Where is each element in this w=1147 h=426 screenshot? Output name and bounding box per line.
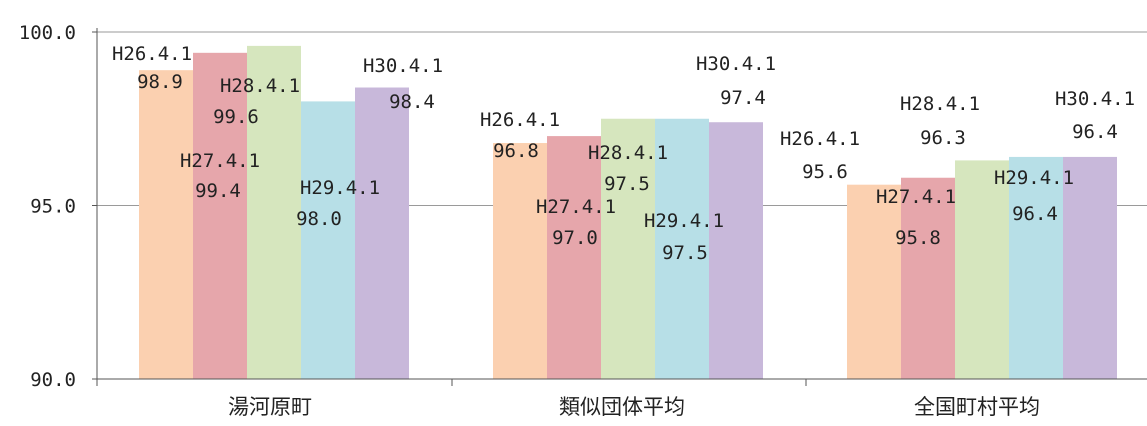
bar	[193, 52, 247, 379]
bar	[847, 184, 901, 379]
data-labels: H26.4.1 98.9 H26.4.1 96.8 H26.4.1 95.6 H27.4.1…	[112, 43, 1135, 264]
data-label-value: 98.4	[389, 91, 435, 113]
category-label: 類似団体平均	[559, 395, 685, 419]
bar	[547, 136, 601, 379]
data-label-value: 96.4	[1012, 203, 1058, 225]
data-label-value: 96.3	[920, 127, 966, 149]
bar	[655, 118, 709, 379]
bar	[1063, 156, 1117, 379]
y-tick-label: 100.0	[19, 22, 76, 44]
bar	[901, 177, 955, 379]
data-label-series: H29.4.1	[994, 167, 1074, 189]
data-label-series: H27.4.1	[536, 196, 616, 218]
data-label-value: 95.8	[895, 227, 941, 249]
data-label-series: H30.4.1	[1055, 88, 1135, 110]
data-label-value: 98.0	[296, 208, 342, 230]
data-label-series: H28.4.1	[588, 142, 668, 164]
bar	[355, 87, 409, 380]
category-label: 全国町村平均	[914, 395, 1040, 419]
data-label-series: H30.4.1	[363, 55, 443, 77]
data-label-value: 99.6	[213, 106, 259, 128]
data-label-series: H29.4.1	[300, 177, 380, 199]
data-label-value: 97.0	[552, 227, 598, 249]
data-label-value: 98.9	[137, 71, 183, 93]
data-label-series: H27.4.1	[876, 186, 956, 208]
bar	[301, 101, 355, 380]
bar	[247, 45, 301, 379]
category-label: 湯河原町	[228, 395, 312, 419]
axes: 100.0 95.0 90.0 湯河原町 類似団体平均 全国町村平均	[19, 22, 1147, 419]
data-label-value: 97.5	[604, 173, 650, 195]
bar	[493, 143, 547, 379]
y-tick-label: 90.0	[30, 369, 76, 391]
y-tick-label: 95.0	[30, 196, 76, 218]
bar	[601, 118, 655, 379]
bars	[139, 45, 1117, 380]
bar	[1009, 156, 1063, 379]
data-label-series: H28.4.1	[220, 75, 300, 97]
data-label-value: 96.8	[493, 140, 539, 162]
data-label-value: 95.6	[802, 161, 848, 183]
data-label-value: 97.5	[662, 242, 708, 264]
data-label-series: H26.4.1	[780, 128, 860, 150]
data-label-series: H26.4.1	[480, 109, 560, 131]
data-label-series: H27.4.1	[180, 150, 260, 172]
data-label-value: 96.4	[1072, 121, 1118, 143]
data-label-series: H26.4.1	[112, 43, 192, 65]
data-label-series: H30.4.1	[696, 53, 776, 75]
data-label-value: 97.4	[720, 87, 766, 109]
data-label-value: 99.4	[195, 180, 241, 202]
bar	[955, 160, 1009, 379]
bar	[709, 122, 763, 379]
data-label-series: H29.4.1	[644, 210, 724, 232]
data-label-series: H28.4.1	[900, 93, 980, 115]
bar	[139, 70, 193, 380]
